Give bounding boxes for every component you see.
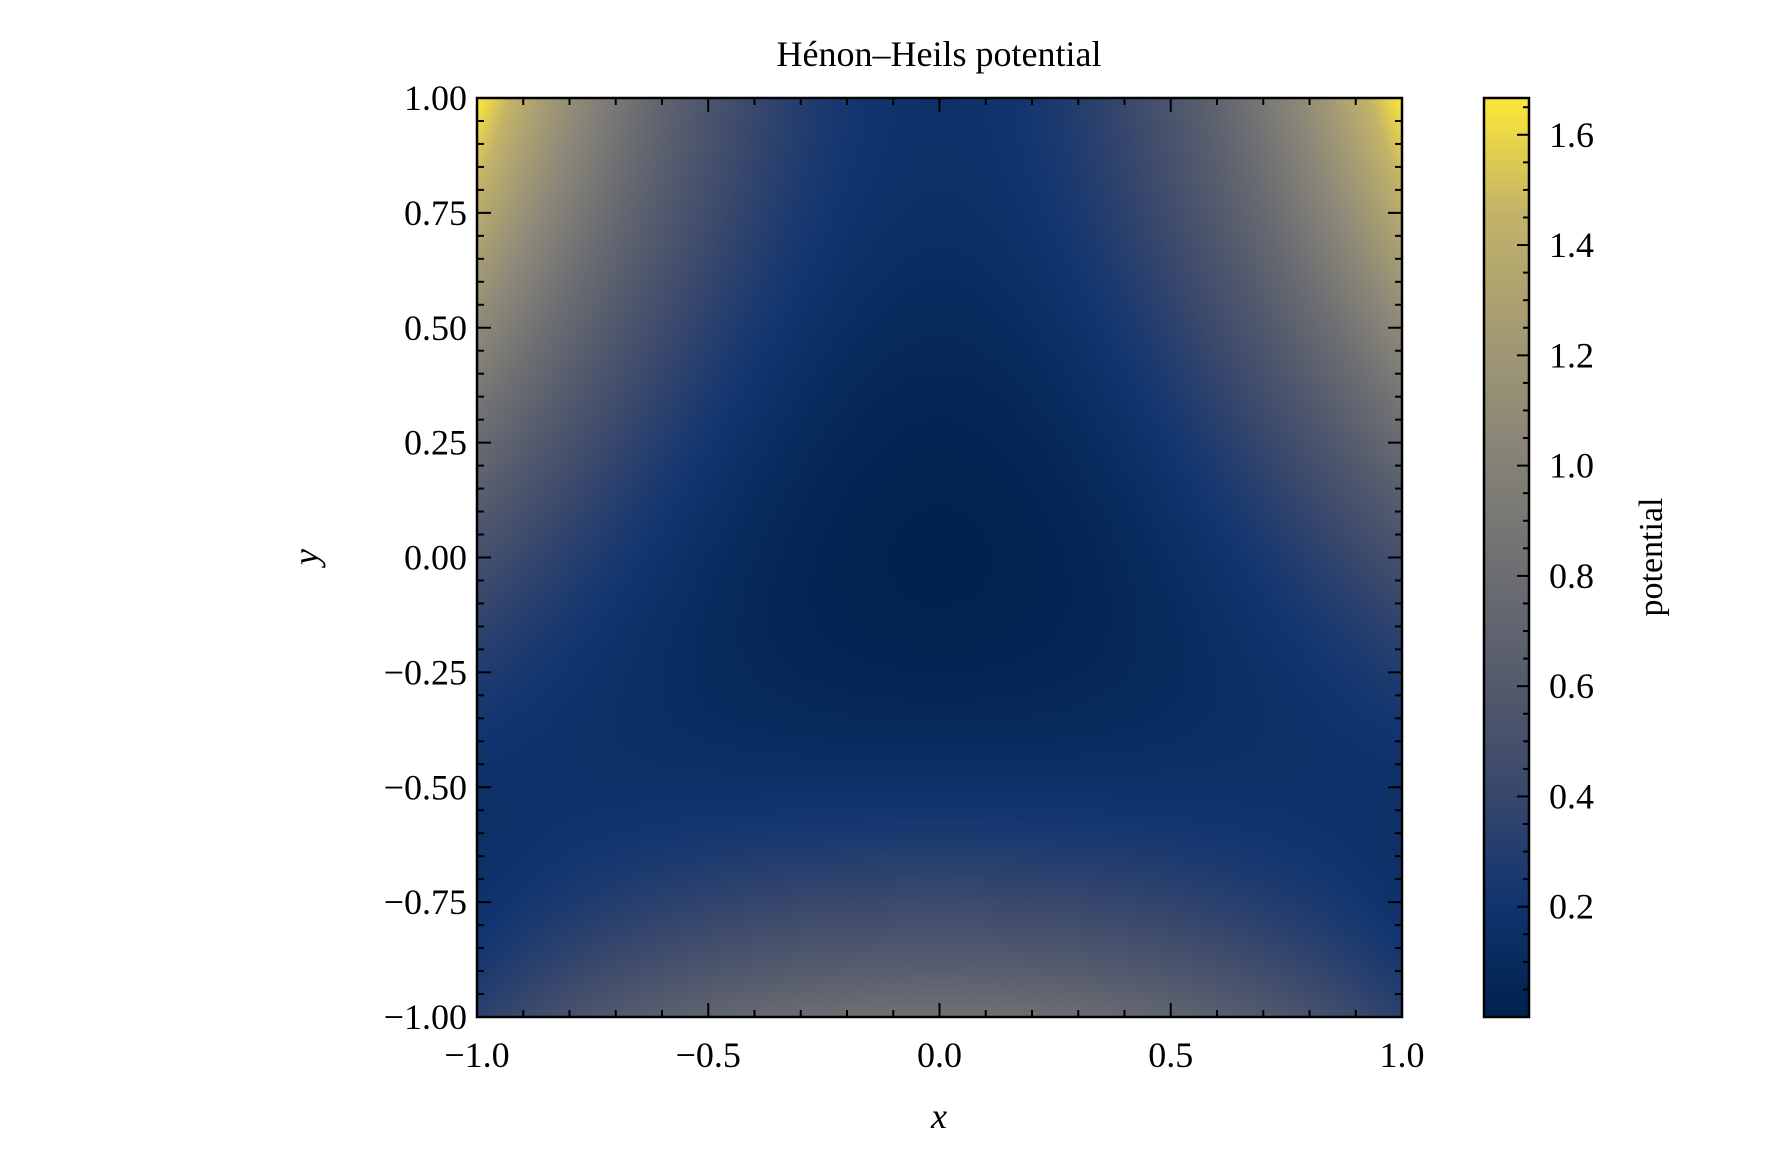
- colorbar-tick-label: 1.0: [1549, 446, 1594, 486]
- colorbar-tick-label: 1.6: [1549, 115, 1594, 155]
- colorbar-label: potential: [1633, 498, 1670, 617]
- colorbar-tick-label: 0.6: [1549, 666, 1594, 706]
- heatmap-image: [477, 98, 1402, 1017]
- x-tick-label: 0.5: [1148, 1035, 1193, 1075]
- x-tick-label: −1.0: [444, 1035, 509, 1075]
- colorbar-tick-label: 0.4: [1549, 776, 1594, 816]
- y-tick-label: 0.75: [404, 193, 467, 233]
- x-tick-label: 1.0: [1380, 1035, 1425, 1075]
- colorbar-tick-label: 0.8: [1549, 556, 1594, 596]
- colorbar-frame: [1482, 96, 1531, 1019]
- y-tick-label: 0.50: [404, 308, 467, 348]
- colorbar-tick-label: 1.2: [1549, 335, 1594, 375]
- y-tick-label: −0.75: [384, 882, 467, 922]
- colorbar-tick-label: 1.4: [1549, 225, 1594, 265]
- y-axis-label: y: [286, 549, 326, 568]
- x-tick-label: −0.5: [676, 1035, 741, 1075]
- y-tick-label: 0.00: [404, 538, 467, 578]
- y-tick-label: −0.50: [384, 767, 467, 807]
- plot-frame: [475, 96, 1404, 1019]
- y-tick-label: −0.25: [384, 652, 467, 692]
- y-tick-label: 0.25: [404, 423, 467, 463]
- colorbar-tick-label: 0.2: [1549, 887, 1594, 927]
- y-tick-label: 1.00: [404, 78, 467, 118]
- y-tick-label: −1.00: [384, 997, 467, 1037]
- x-axis-label: x: [930, 1096, 947, 1136]
- colorbar-gradient: [1484, 98, 1529, 1017]
- chart-title: Hénon–Heils potential: [777, 34, 1102, 74]
- x-tick-label: 0.0: [917, 1035, 962, 1075]
